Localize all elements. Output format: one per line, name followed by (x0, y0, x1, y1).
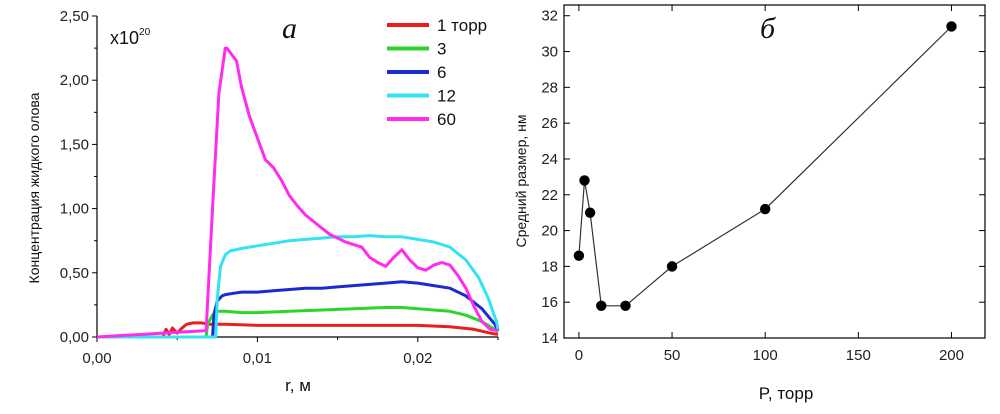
legend-label: 1 торр (437, 16, 487, 35)
x-axis-label: P, торр (759, 384, 814, 403)
legend-label: 60 (437, 110, 456, 129)
x-tick-label: 0,01 (243, 350, 272, 367)
panel-label: б (760, 12, 776, 45)
series-line (578, 26, 952, 307)
y-tick-label: 2,00 (60, 72, 89, 89)
y-tick-label: 1,00 (60, 201, 89, 218)
y-tick-label: 24 (541, 151, 558, 168)
multiplier-label: x1020 (110, 27, 151, 48)
axis-ticks: 0,00 0,50 1,00 1,50 2,00 2,50 0,00 0,01 0,02 (60, 8, 499, 367)
data-point (584, 207, 596, 218)
y-tick-label: 22 (541, 187, 558, 204)
data-point (596, 300, 607, 311)
y-tick-label: 32 (541, 8, 558, 25)
y-tick-label: 28 (541, 79, 558, 96)
y-tick-label: 2,50 (60, 8, 89, 25)
data-point (620, 300, 631, 311)
series-line-3 (97, 280, 500, 339)
series-points (573, 21, 957, 311)
chart-panel-a: 0,00 0,50 1,00 1,50 2,00 2,50 0,00 0,01 0,02 а x… (26, 8, 500, 395)
x-tick-label: 0 (575, 347, 583, 364)
series-line-5 (96, 46, 499, 339)
data-point (666, 261, 678, 272)
x-tick-label: 200 (939, 347, 964, 364)
x-tick-label: 50 (664, 347, 681, 364)
x-tick-label: 0,00 (82, 350, 111, 367)
y-tick-label: 18 (541, 258, 558, 275)
x-tick-label: 150 (846, 347, 871, 364)
y-tick-label: 16 (541, 294, 558, 311)
y-tick-label: 0,00 (60, 329, 89, 346)
plot-frame (563, 4, 986, 339)
data-point (946, 21, 957, 32)
chart-panel-b: 14 16 18 20 22 24 26 28 30 32 0 50 100 150 200 б P, то… (513, 4, 986, 403)
y-tick-label: 30 (541, 44, 558, 61)
series-group (96, 46, 500, 339)
multiplier-exponent: 20 (139, 27, 151, 38)
legend-label: 12 (437, 87, 456, 106)
x-tick-label: 100 (753, 347, 778, 364)
y-axis-label: Концентрация жидкого олова (26, 92, 42, 283)
legend-label: 3 (437, 40, 446, 59)
y-tick-label: 0,50 (60, 265, 89, 282)
panel-label: а (282, 12, 297, 45)
x-tick-label: 0,02 (403, 350, 432, 367)
y-tick-label: 14 (541, 330, 558, 347)
y-tick-label: 20 (541, 223, 558, 240)
y-tick-label: 1,50 (60, 136, 89, 153)
data-point (759, 203, 771, 215)
x-axis-label: r, м (285, 376, 311, 395)
data-point (579, 175, 590, 186)
y-axis-label: Средний размер, нм (513, 115, 529, 248)
legend-label: 6 (437, 63, 446, 82)
data-point (573, 250, 585, 261)
axis-ticks: 14 16 18 20 22 24 26 28 30 32 0 50 100 150 200 (541, 5, 985, 364)
legend: 1 торр 3 6 12 60 (387, 16, 487, 129)
y-tick-label: 26 (541, 115, 558, 132)
